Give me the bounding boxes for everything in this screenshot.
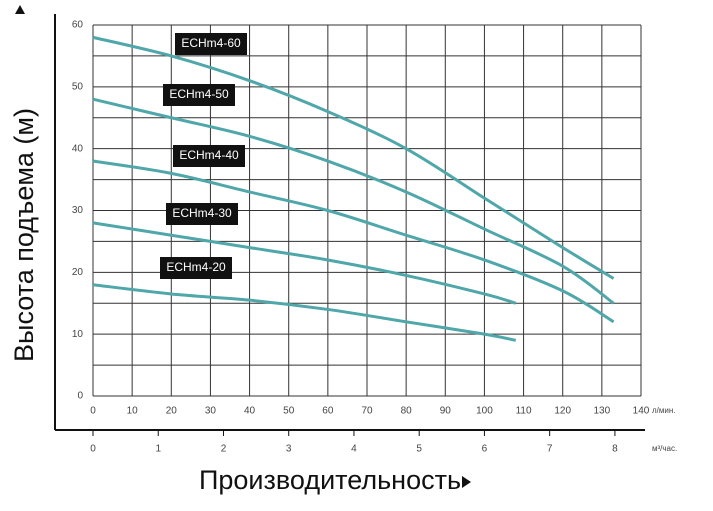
- x2-unit: м³/час.: [652, 444, 677, 453]
- y-tick-label: 0: [77, 391, 83, 402]
- x-tick-label: 50: [283, 406, 295, 417]
- y-tick-label: 40: [72, 143, 84, 154]
- x2-tick-label: 8: [612, 444, 618, 455]
- x2-tick-label: 5: [416, 444, 422, 455]
- x2-tick-label: 6: [482, 444, 488, 455]
- series-label: ECHm4-40: [173, 145, 245, 167]
- label-box: [166, 203, 238, 225]
- x-tick-label: 130: [594, 406, 611, 417]
- curve: [92, 159, 615, 324]
- x2-tick-label: 2: [221, 444, 227, 455]
- x-axis-arrow: [462, 476, 471, 488]
- series-label: ECHm4-60: [175, 33, 247, 55]
- legend-label: ECHm4-20: [166, 260, 226, 274]
- legend-label: ECHm4-30: [172, 206, 232, 220]
- x-tick-label: 100: [476, 406, 493, 417]
- y-axis-label: Высота подъема (м): [9, 108, 39, 362]
- y-tick-label: 30: [72, 205, 84, 216]
- label-box: [163, 84, 235, 106]
- label-box: [175, 33, 247, 55]
- x-tick-label: 40: [244, 406, 256, 417]
- curve: [92, 221, 517, 305]
- y-tick-label: 10: [72, 329, 84, 340]
- x2-tick-label: 3: [286, 444, 292, 455]
- x-tick-label: 80: [401, 406, 413, 417]
- x-unit: л/мин.: [652, 406, 676, 415]
- x-tick-label: 20: [166, 406, 178, 417]
- curve: [92, 35, 615, 280]
- curve: [92, 283, 517, 342]
- x-tick-label: 140: [633, 406, 650, 417]
- series-label: ECHm4-30: [166, 203, 238, 225]
- x-tick-label: 70: [361, 406, 373, 417]
- legend-label: ECHm4-40: [179, 148, 239, 162]
- x2-tick-label: 0: [90, 444, 96, 455]
- x-tick-label: 90: [440, 406, 452, 417]
- x2-tick-label: 4: [351, 444, 357, 455]
- x-axis-label: Производительность: [199, 465, 461, 495]
- x2-tick-label: 7: [547, 444, 553, 455]
- x-tick-label: 0: [90, 406, 96, 417]
- x-tick-label: 110: [516, 406, 532, 417]
- x-tick-label: 30: [205, 406, 217, 417]
- legend-label: ECHm4-60: [181, 36, 241, 50]
- x-tick-label: 10: [127, 406, 139, 417]
- legend-label: ECHm4-50: [169, 87, 229, 101]
- series-label: ECHm4-20: [160, 257, 232, 279]
- series-label: ECHm4-50: [163, 84, 235, 106]
- x2-tick-label: 1: [155, 444, 161, 455]
- label-box: [160, 257, 232, 279]
- curve: [92, 97, 615, 305]
- y-tick-label: 50: [72, 81, 84, 92]
- label-box: [173, 145, 245, 167]
- y-tick-label: 20: [72, 267, 84, 278]
- y-axis-arrow: [15, 5, 25, 14]
- y-tick-label: 60: [72, 20, 84, 31]
- x-tick-label: 60: [322, 406, 334, 417]
- x-tick-label: 120: [554, 406, 571, 417]
